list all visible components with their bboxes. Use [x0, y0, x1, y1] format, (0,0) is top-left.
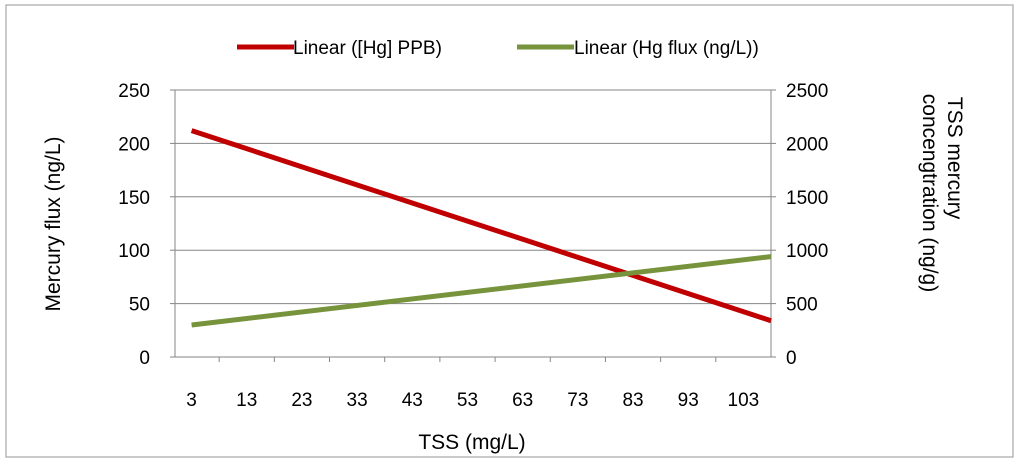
x-axis: 3 13 23 33 43 53 63 73 83 93 103 [175, 356, 771, 411]
chart-border [5, 4, 1014, 458]
series-lines [190, 128, 772, 328]
y-left-tick-label-50: 50 [129, 295, 150, 316]
x-tick-label-53: 53 [457, 390, 478, 411]
series-line-hg-ppb [190, 128, 772, 324]
y-right-tick-label-1000: 1000 [786, 241, 828, 262]
gridlines [175, 89, 771, 305]
y-axis-right-title-line-2: concengtration (ng/g) [918, 94, 941, 292]
y-left-tick-label-100: 100 [118, 241, 150, 262]
y-axis-left: 0 50 100 150 200 250 [118, 81, 176, 369]
series-line-hg-flux [191, 254, 772, 328]
x-tick-label-73: 73 [567, 390, 588, 411]
x-tick-label-63: 63 [512, 390, 533, 411]
legend-item-hg-ppb: Linear ([Hg] PPB) [237, 38, 442, 59]
y-left-tick-label-200: 200 [118, 134, 150, 155]
y-left-tick-label-150: 150 [118, 188, 150, 209]
y-right-tick-label-2500: 2500 [786, 81, 828, 102]
x-tick-label-93: 93 [678, 390, 699, 411]
y-right-tick-label-0: 0 [786, 348, 797, 369]
x-axis-title: TSS (mg/L) [418, 431, 525, 454]
x-tick-label-83: 83 [622, 390, 643, 411]
y-right-tick-label-500: 500 [786, 295, 818, 316]
y-axis-right-title-line-1: TSS mercury [943, 97, 966, 220]
y-left-tick-label-250: 250 [118, 81, 150, 102]
x-tick-label-3: 3 [186, 390, 197, 411]
x-tick-label-13: 13 [236, 390, 257, 411]
y-left-tick-label-0: 0 [139, 348, 150, 369]
y-axis-left-title: Mercury flux (ng/L) [42, 136, 65, 311]
y-axis-right: 0 500 1000 1500 2000 2500 [770, 81, 828, 369]
y-right-tick-label-1500: 1500 [786, 188, 828, 209]
x-tick-label-103: 103 [728, 390, 760, 411]
x-tick-label-33: 33 [347, 390, 368, 411]
x-tick-label-43: 43 [402, 390, 423, 411]
legend: Linear ([Hg] PPB) Linear (Hg flux (ng/L)… [237, 38, 759, 59]
legend-label-hg-flux: Linear (Hg flux (ng/L)) [574, 38, 759, 59]
legend-item-hg-flux: Linear (Hg flux (ng/L)) [517, 38, 759, 59]
y-right-tick-label-2000: 2000 [786, 134, 828, 155]
x-tick-label-23: 23 [291, 390, 312, 411]
legend-label-hg-ppb: Linear ([Hg] PPB) [293, 38, 442, 59]
